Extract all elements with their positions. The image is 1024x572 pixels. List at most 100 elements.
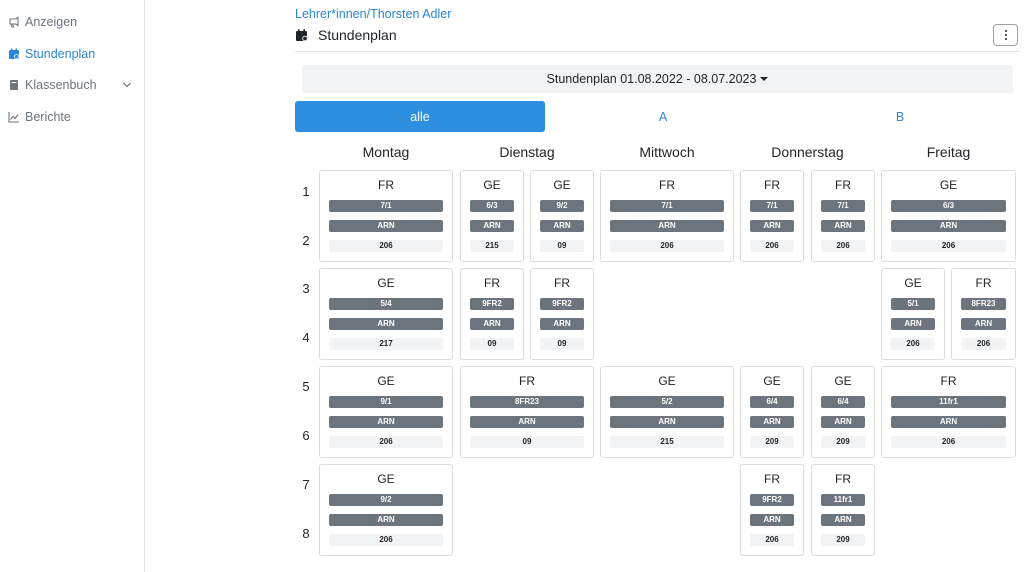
lesson-room-badge: 215 bbox=[610, 436, 724, 448]
lesson-subject: FR bbox=[519, 374, 535, 388]
lesson-class-badge: 7/1 bbox=[750, 200, 794, 212]
lesson-card[interactable]: FR 9FR2 ARN 09 bbox=[530, 268, 594, 360]
lesson-room-badge: 206 bbox=[821, 240, 865, 252]
lesson-room-badge: 206 bbox=[329, 436, 443, 448]
lesson-card[interactable]: FR 7/1 ARN 206 bbox=[811, 170, 875, 262]
lesson-class-badge: 5/4 bbox=[329, 298, 443, 310]
lesson-room-badge: 209 bbox=[750, 436, 794, 448]
chevron-down-icon[interactable] bbox=[122, 79, 132, 93]
chart-line-icon bbox=[8, 111, 20, 123]
period-number: 3 bbox=[302, 281, 310, 296]
lesson-room-badge: 209 bbox=[821, 534, 865, 546]
breadcrumb-current-link[interactable]: Thorsten Adler bbox=[370, 7, 452, 21]
lesson-class-badge: 7/1 bbox=[610, 200, 724, 212]
sidebar-item-anzeigen[interactable]: Anzeigen bbox=[8, 12, 136, 32]
lesson-subject: FR bbox=[554, 276, 570, 290]
lesson-card[interactable]: GE 5/1 ARN 206 bbox=[881, 268, 945, 360]
lesson-teacher-badge: ARN bbox=[750, 220, 794, 232]
lesson-teacher-badge: ARN bbox=[470, 220, 514, 232]
lesson-room-badge: 206 bbox=[891, 338, 935, 350]
lesson-subject: GE bbox=[377, 472, 395, 486]
lesson-teacher-badge: ARN bbox=[470, 318, 514, 330]
lesson-subject: GE bbox=[377, 374, 395, 388]
lesson-subject: FR bbox=[484, 276, 500, 290]
period-number: 5 bbox=[302, 379, 310, 394]
tab-label: alle bbox=[410, 109, 430, 124]
breadcrumb: Lehrer*innen/Thorsten Adler bbox=[295, 7, 451, 21]
sidebar-item-label: Berichte bbox=[25, 110, 71, 124]
lesson-card[interactable]: FR 9FR2 ARN 206 bbox=[740, 464, 804, 556]
lesson-card[interactable]: FR 9FR2 ARN 09 bbox=[460, 268, 524, 360]
lesson-card[interactable]: GE 9/2 ARN 206 bbox=[319, 464, 453, 556]
lesson-card[interactable]: GE 6/3 ARN 206 bbox=[881, 170, 1016, 262]
tab-alle[interactable]: alle bbox=[295, 101, 545, 132]
sidebar-item-label: Stundenplan bbox=[25, 47, 96, 61]
lesson-teacher-badge: ARN bbox=[891, 318, 935, 330]
lesson-card[interactable]: FR 7/1 ARN 206 bbox=[319, 170, 453, 262]
lesson-room-badge: 206 bbox=[891, 240, 1006, 252]
calendar-icon bbox=[8, 48, 20, 60]
lesson-subject: GE bbox=[553, 178, 571, 192]
lesson-card[interactable]: FR 11fr1 ARN 209 bbox=[811, 464, 875, 556]
lesson-class-badge: 6/4 bbox=[821, 396, 865, 408]
lesson-card[interactable]: GE 9/2 ARN 09 bbox=[530, 170, 594, 262]
sidebar-item-label: Anzeigen bbox=[25, 15, 78, 29]
lesson-card[interactable]: GE 5/2 ARN 215 bbox=[600, 366, 734, 458]
timetable-period-label: Stundenplan 01.08.2022 - 08.07.2023 bbox=[546, 72, 757, 86]
lesson-card[interactable]: GE 6/4 ARN 209 bbox=[811, 366, 875, 458]
lesson-room-badge: 215 bbox=[470, 240, 514, 252]
lesson-class-badge: 9/2 bbox=[329, 494, 443, 506]
lesson-subject: FR bbox=[659, 178, 675, 192]
lesson-teacher-badge: ARN bbox=[329, 416, 443, 428]
breadcrumb-parent-link[interactable]: Lehrer*innen bbox=[295, 7, 367, 21]
caret-down-icon bbox=[760, 77, 769, 81]
lesson-subject: GE bbox=[904, 276, 922, 290]
lesson-teacher-badge: ARN bbox=[470, 416, 584, 428]
lesson-teacher-badge: ARN bbox=[540, 220, 584, 232]
lesson-card[interactable]: GE 9/1 ARN 206 bbox=[319, 366, 453, 458]
lesson-subject: FR bbox=[835, 472, 851, 486]
tab-a[interactable]: A bbox=[545, 101, 781, 132]
lesson-card[interactable]: FR 7/1 ARN 206 bbox=[740, 170, 804, 262]
calendar-icon bbox=[295, 28, 309, 42]
lesson-subject: FR bbox=[940, 374, 957, 388]
period-number: 4 bbox=[302, 330, 310, 345]
lesson-room-badge: 09 bbox=[540, 338, 584, 350]
timetable-period-dropdown[interactable]: Stundenplan 01.08.2022 - 08.07.2023 bbox=[302, 65, 1013, 93]
tab-b[interactable]: B bbox=[781, 101, 1019, 132]
book-icon bbox=[8, 79, 20, 91]
lesson-card[interactable]: GE 6/4 ARN 209 bbox=[740, 366, 804, 458]
lesson-card[interactable]: FR 8FR23 ARN 206 bbox=[951, 268, 1016, 360]
lesson-class-badge: 7/1 bbox=[329, 200, 443, 212]
lesson-teacher-badge: ARN bbox=[610, 416, 724, 428]
sidebar-item-berichte[interactable]: Berichte bbox=[8, 107, 136, 127]
lesson-room-badge: 209 bbox=[821, 436, 865, 448]
lesson-subject: GE bbox=[658, 374, 676, 388]
lesson-class-badge: 9/2 bbox=[540, 200, 584, 212]
lesson-card[interactable]: FR 11fr1 ARN 206 bbox=[881, 366, 1016, 458]
period-number: 7 bbox=[302, 477, 310, 492]
lesson-subject: GE bbox=[377, 276, 395, 290]
lesson-card[interactable]: GE 6/3 ARN 215 bbox=[460, 170, 524, 262]
lesson-class-badge: 6/3 bbox=[891, 200, 1006, 212]
sidebar-item-klassenbuch[interactable]: Klassenbuch bbox=[8, 75, 136, 95]
sidebar-item-stundenplan[interactable]: Stundenplan bbox=[8, 44, 136, 64]
lesson-class-badge: 11fr1 bbox=[891, 396, 1006, 408]
sidebar: Anzeigen Stundenplan Klassenbuch Bericht… bbox=[0, 0, 145, 572]
lesson-class-badge: 5/1 bbox=[891, 298, 935, 310]
period-number: 1 bbox=[302, 184, 310, 199]
page-title: Stundenplan bbox=[318, 27, 397, 43]
lesson-teacher-badge: ARN bbox=[610, 220, 724, 232]
lesson-teacher-badge: ARN bbox=[821, 220, 865, 232]
lesson-teacher-badge: ARN bbox=[821, 514, 865, 526]
lesson-card[interactable]: FR 8FR23 ARN 09 bbox=[460, 366, 594, 458]
sidebar-item-label: Klassenbuch bbox=[25, 78, 97, 92]
lesson-card[interactable]: FR 7/1 ARN 206 bbox=[600, 170, 734, 262]
day-header-freitag: Freitag bbox=[926, 144, 971, 160]
lesson-subject: FR bbox=[378, 178, 394, 192]
lesson-room-badge: 206 bbox=[610, 240, 724, 252]
lesson-teacher-badge: ARN bbox=[540, 318, 584, 330]
lesson-class-badge: 6/4 bbox=[750, 396, 794, 408]
more-options-button[interactable] bbox=[993, 24, 1018, 46]
lesson-card[interactable]: GE 5/4 ARN 217 bbox=[319, 268, 453, 360]
